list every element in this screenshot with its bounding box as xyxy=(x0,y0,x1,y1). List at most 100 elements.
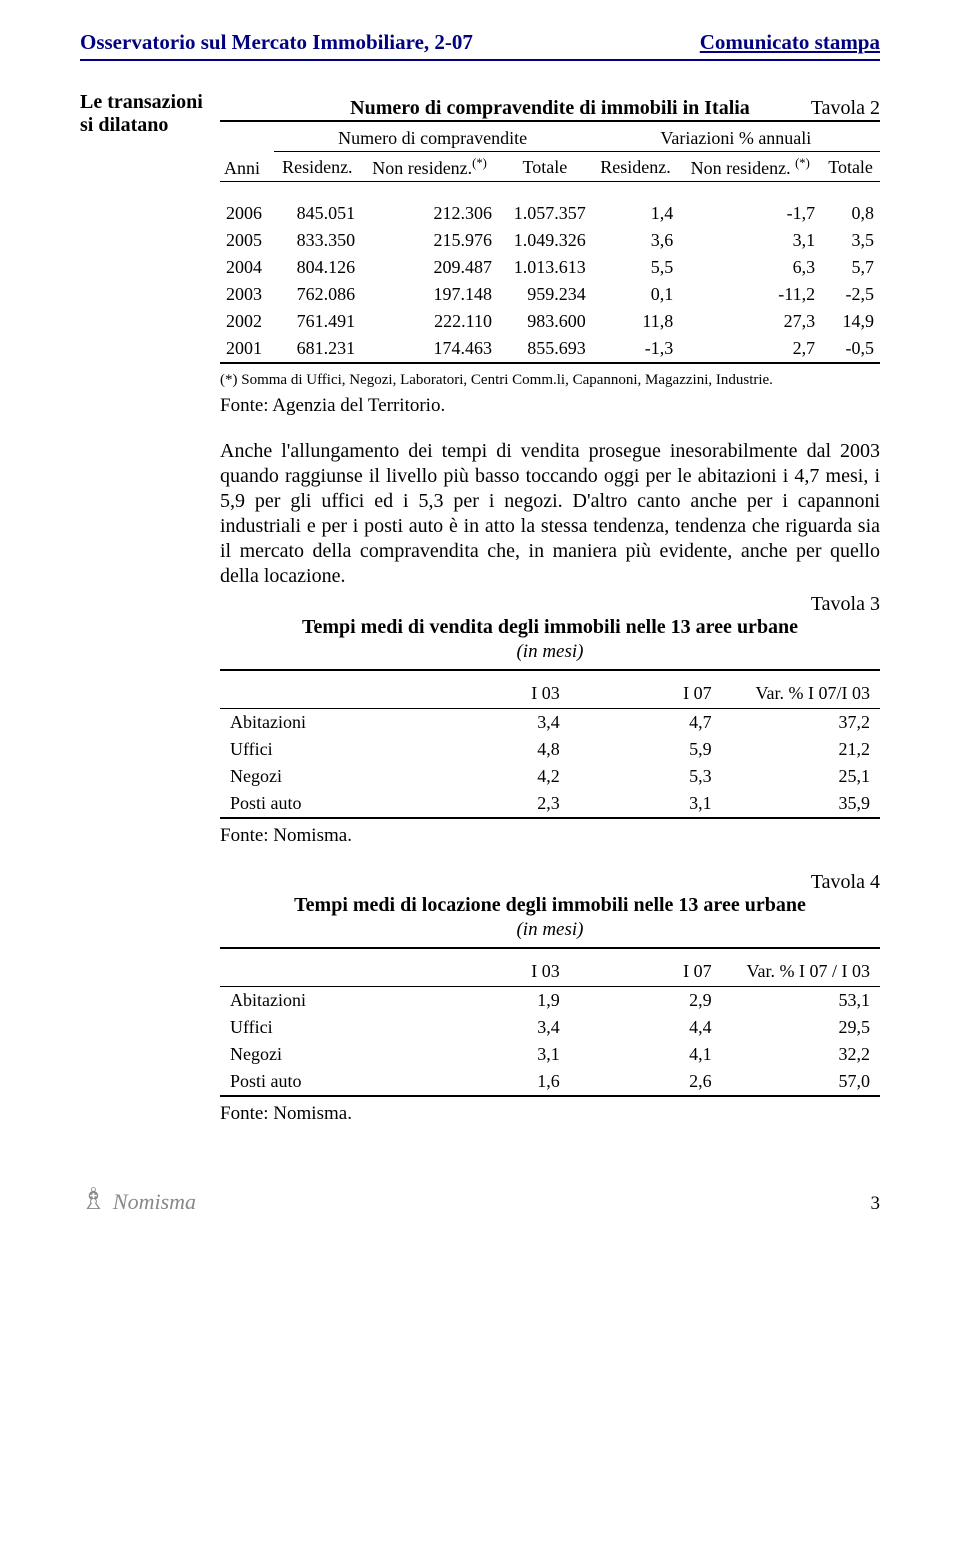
t3-h3: Var. % I 07/I 03 xyxy=(722,679,880,708)
cell-vnonres: -1,7 xyxy=(679,200,821,227)
crest-icon: ♗ xyxy=(80,1185,107,1215)
cell-label: Negozi xyxy=(220,1041,418,1068)
cell-var: 25,1 xyxy=(722,763,880,790)
cell-vtot: 5,7 xyxy=(821,254,880,281)
logo-text: Nomisma xyxy=(113,1189,196,1215)
table-row: 2005833.350215.9761.049.3263,63,13,5 xyxy=(220,227,880,254)
table-row: 2003762.086197.148959.2340,1-11,2-2,5 xyxy=(220,281,880,308)
table-row: 2004804.126209.4871.013.6135,56,35,7 xyxy=(220,254,880,281)
table-row: Posti auto1,62,657,0 xyxy=(220,1068,880,1095)
cell-res: 681.231 xyxy=(274,335,362,362)
cell-tot: 1.013.613 xyxy=(498,254,592,281)
t3-blank xyxy=(220,679,418,708)
table-row: 2006845.051212.3061.057.3571,4-1,70,8 xyxy=(220,200,880,227)
table3-label: Tavola 3 xyxy=(220,593,880,616)
table2-title-row: Numero di compravendite di immobili in I… xyxy=(220,97,880,120)
cell-nonres: 197.148 xyxy=(361,281,498,308)
cell-i07: 4,7 xyxy=(570,709,722,736)
cell-var: 21,2 xyxy=(722,736,880,763)
cell-res: 833.350 xyxy=(274,227,362,254)
cell-i03: 1,6 xyxy=(418,1068,570,1095)
page-header: Osservatorio sul Mercato Immobiliare, 2-… xyxy=(80,30,880,61)
table4-source: Fonte: Nomisma. xyxy=(220,1103,880,1125)
cell-tot: 1.057.357 xyxy=(498,200,592,227)
cell-vtot: 0,8 xyxy=(821,200,880,227)
cell-label: Abitazioni xyxy=(220,987,418,1014)
col-tot: Totale xyxy=(498,152,592,182)
table-row: Negozi4,25,325,1 xyxy=(220,763,880,790)
cell-year: 2001 xyxy=(220,335,274,362)
cell-tot: 959.234 xyxy=(498,281,592,308)
cell-vres: 0,1 xyxy=(592,281,680,308)
table-row: Negozi3,14,132,2 xyxy=(220,1041,880,1068)
cell-i07: 5,9 xyxy=(570,736,722,763)
cell-vtot: 3,5 xyxy=(821,227,880,254)
cell-i03: 1,9 xyxy=(418,987,570,1014)
cell-vnonres: 3,1 xyxy=(679,227,821,254)
cell-nonres: 174.463 xyxy=(361,335,498,362)
cell-i07: 4,4 xyxy=(570,1014,722,1041)
t4-blank xyxy=(220,957,418,986)
cell-label: Posti auto xyxy=(220,790,418,817)
cell-year: 2005 xyxy=(220,227,274,254)
t3-h1: I 03 xyxy=(418,679,570,708)
col-res: Residenz. xyxy=(274,152,362,182)
table-row: 2001681.231174.463855.693-1,32,7-0,5 xyxy=(220,335,880,362)
cell-i03: 4,8 xyxy=(418,736,570,763)
cell-i03: 3,4 xyxy=(418,1014,570,1041)
cell-res: 804.126 xyxy=(274,254,362,281)
cell-res: 761.491 xyxy=(274,308,362,335)
cell-vres: -1,3 xyxy=(592,335,680,362)
cell-vnonres: 6,3 xyxy=(679,254,821,281)
table3: I 03 I 07 Var. % I 07/I 03 Abitazioni3,4… xyxy=(220,669,880,819)
cell-i03: 4,2 xyxy=(418,763,570,790)
page-footer: ♗ Nomisma 3 xyxy=(80,1185,880,1215)
col-vnonres: Non residenz. (*) xyxy=(679,152,821,182)
cell-vnonres: -11,2 xyxy=(679,281,821,308)
cell-i03: 2,3 xyxy=(418,790,570,817)
cell-tot: 855.693 xyxy=(498,335,592,362)
content-column: Numero di compravendite di immobili in I… xyxy=(220,91,880,1125)
cell-i07: 2,9 xyxy=(570,987,722,1014)
cell-i07: 2,6 xyxy=(570,1068,722,1095)
cell-var: 37,2 xyxy=(722,709,880,736)
cell-vnonres: 27,3 xyxy=(679,308,821,335)
cell-label: Uffici xyxy=(220,736,418,763)
table3-subtitle: (in mesi) xyxy=(220,641,880,663)
table3-title: Tempi medi di vendita degli immobili nel… xyxy=(220,616,880,639)
cell-nonres: 215.976 xyxy=(361,227,498,254)
cell-year: 2004 xyxy=(220,254,274,281)
table-row: Uffici4,85,921,2 xyxy=(220,736,880,763)
table2-source: Fonte: Agenzia del Territorio. xyxy=(220,395,880,417)
col-vtot: Totale xyxy=(821,152,880,182)
cell-year: 2003 xyxy=(220,281,274,308)
table4-title: Tempi medi di locazione degli immobili n… xyxy=(220,894,880,917)
group-compravendite: Numero di compravendite xyxy=(274,122,592,152)
cell-res: 845.051 xyxy=(274,200,362,227)
cell-vtot: -2,5 xyxy=(821,281,880,308)
header-right: Comunicato stampa xyxy=(700,30,880,55)
table2: Anni Numero di compravendite Variazioni … xyxy=(220,120,880,364)
cell-i07: 3,1 xyxy=(570,790,722,817)
cell-nonres: 222.110 xyxy=(361,308,498,335)
cell-tot: 983.600 xyxy=(498,308,592,335)
header-left: Osservatorio sul Mercato Immobiliare, 2-… xyxy=(80,30,473,55)
t4-h1: I 03 xyxy=(418,957,570,986)
table4-subtitle: (in mesi) xyxy=(220,919,880,941)
cell-label: Posti auto xyxy=(220,1068,418,1095)
sidenote: Le transazioni si dilatano xyxy=(80,91,220,1125)
col-anni: Anni xyxy=(220,122,274,181)
page: Osservatorio sul Mercato Immobiliare, 2-… xyxy=(0,0,960,1245)
table2-footnote: (*) Somma di Uffici, Negozi, Laboratori,… xyxy=(220,372,880,389)
cell-vres: 3,6 xyxy=(592,227,680,254)
col-nonres: Non residenz.(*) xyxy=(361,152,498,182)
table4-label: Tavola 4 xyxy=(220,871,880,894)
cell-label: Abitazioni xyxy=(220,709,418,736)
cell-label: Uffici xyxy=(220,1014,418,1041)
cell-var: 32,2 xyxy=(722,1041,880,1068)
cell-vtot: 14,9 xyxy=(821,308,880,335)
table-row: Posti auto2,33,135,9 xyxy=(220,790,880,817)
cell-var: 29,5 xyxy=(722,1014,880,1041)
cell-vres: 11,8 xyxy=(592,308,680,335)
group-variazioni: Variazioni % annuali xyxy=(592,122,880,152)
